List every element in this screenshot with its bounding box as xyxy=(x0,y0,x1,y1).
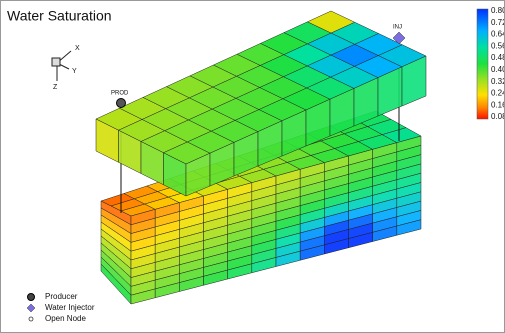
colorbar-label: 0.80 xyxy=(491,6,504,15)
colorbar-label: 0.48 xyxy=(491,53,504,62)
legend-label: Open Node xyxy=(45,314,86,323)
well-label: INJ xyxy=(393,25,402,31)
colorbar-label: 0.56 xyxy=(491,41,504,50)
legend-icon xyxy=(26,303,36,313)
colorbar-label: 0.16 xyxy=(491,100,504,109)
well-label: PROD xyxy=(111,91,129,97)
axis-label: Z xyxy=(53,84,58,91)
colorbar-label: 0.08 xyxy=(491,112,504,121)
producer-well xyxy=(116,98,126,108)
colorbar-label: 0.32 xyxy=(491,77,504,86)
grid-cell xyxy=(401,55,427,107)
injector-well xyxy=(392,31,406,45)
axis-label: Y xyxy=(72,68,77,75)
legend-label: Water Injector xyxy=(45,303,95,312)
colorbar-label: 0.72 xyxy=(491,18,504,27)
colorbar-label: 0.24 xyxy=(491,89,504,98)
colorbar-label: 0.40 xyxy=(491,65,504,74)
legend-icon xyxy=(27,293,35,301)
colorbar-label: 0.64 xyxy=(491,30,504,39)
grid-cell xyxy=(396,219,422,236)
legend-label: Producer xyxy=(45,292,78,301)
view-title: Water Saturation xyxy=(7,8,112,24)
axis-triad xyxy=(51,50,72,81)
grid-blocks: PROD INJ xyxy=(95,10,427,305)
legend-icon xyxy=(28,316,34,322)
colorbar xyxy=(476,8,489,120)
axis-label: X xyxy=(75,45,80,52)
